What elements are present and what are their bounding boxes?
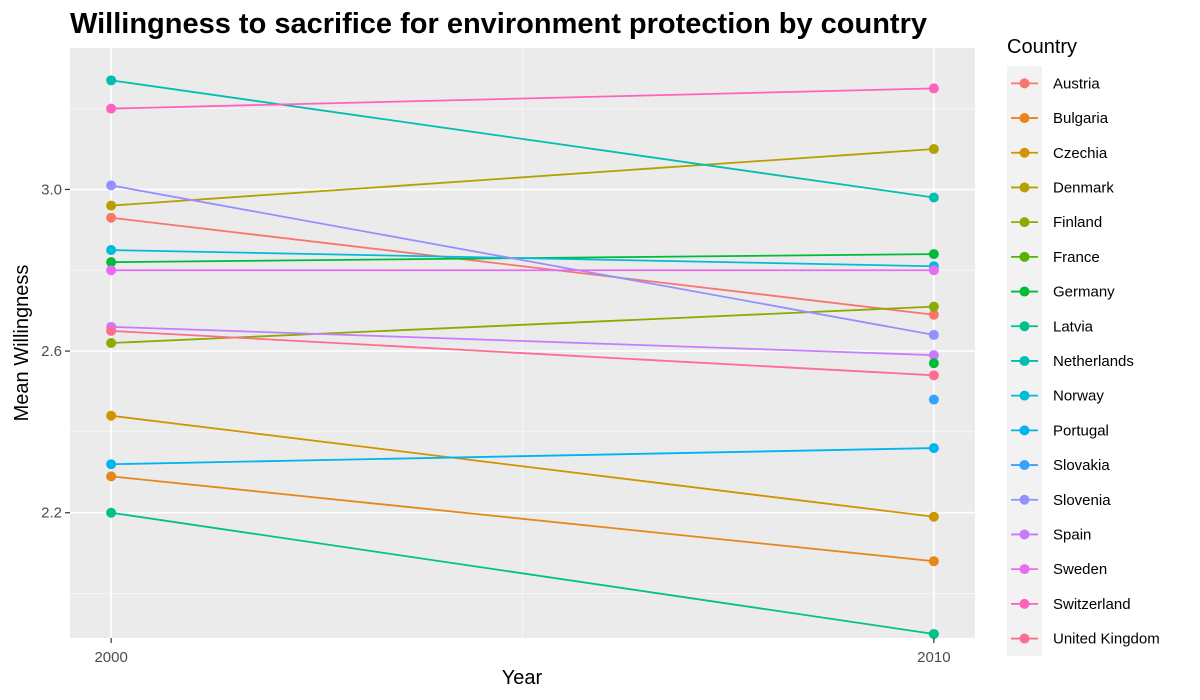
data-point-sweden <box>106 265 117 276</box>
series-line-norway <box>111 249 934 268</box>
data-point-denmark <box>106 200 117 211</box>
legend-title: Country <box>1007 36 1077 58</box>
data-point-slovenia <box>106 180 117 191</box>
legend: Austria Bulgaria Czechia Denmark Finland Fran… <box>1007 66 1160 656</box>
legend-label-latvia: Latvia <box>1053 318 1094 335</box>
legend-key-point-germany <box>1019 286 1030 297</box>
series-line-spain <box>111 325 934 357</box>
data-point-bulgaria <box>928 556 939 567</box>
x-tick-label: 2000 <box>94 649 127 666</box>
series-line-portugal <box>111 447 934 466</box>
data-point-switzerland <box>106 103 117 114</box>
legend-key-point-slovakia <box>1019 460 1030 471</box>
x-tick-label: 2010 <box>917 649 950 666</box>
legend-label-portugal: Portugal <box>1053 422 1109 439</box>
y-tick-label: 3.0 <box>41 181 62 198</box>
legend-key-point-denmark <box>1019 182 1030 193</box>
data-point-norway <box>106 245 117 256</box>
series-line-slovenia <box>110 184 935 336</box>
legend-label-czechia: Czechia <box>1053 145 1108 162</box>
data-point-portugal <box>106 459 117 470</box>
legend-label-switzerland: Switzerland <box>1053 596 1131 613</box>
data-point-denmark <box>928 144 939 155</box>
data-point-finland <box>106 338 117 348</box>
legend-key-point-czechia <box>1019 147 1030 158</box>
series-line-czechia <box>111 414 934 518</box>
data-point-czechia <box>106 410 117 421</box>
legend-key-point-portugal <box>1019 425 1030 436</box>
series-line-switzerland <box>111 87 934 110</box>
x-axis-ticks: 2000 2010 <box>94 638 951 666</box>
legend-label-united-kingdom: United Kingdom <box>1053 631 1160 648</box>
series-line-latvia <box>111 511 934 635</box>
legend-key-point-spain <box>1019 529 1030 540</box>
legend-key-point-sweden <box>1019 564 1030 575</box>
legend-key-point-finland <box>1019 217 1030 228</box>
series-line-finland <box>111 305 934 344</box>
legend-key-point-latvia <box>1019 321 1030 332</box>
legend-key-point-bulgaria <box>1019 113 1030 124</box>
y-axis-title: Mean Willingness <box>11 265 33 422</box>
legend-key-point-netherlands <box>1019 355 1030 366</box>
data-points <box>106 75 939 639</box>
legend-label-slovakia: Slovakia <box>1053 457 1110 474</box>
legend-label-bulgaria: Bulgaria <box>1053 110 1109 127</box>
x-axis-title: Year <box>502 667 543 689</box>
data-point-netherlands <box>928 192 939 203</box>
data-point-latvia <box>106 507 117 518</box>
series-line-netherlands <box>111 79 934 199</box>
legend-label-germany: Germany <box>1053 284 1115 301</box>
data-point-bulgaria <box>106 471 117 482</box>
legend-label-austria: Austria <box>1053 75 1100 92</box>
legend-key-point-united-kingdom <box>1019 633 1030 644</box>
data-point-slovakia <box>928 394 939 405</box>
data-point-germany <box>106 257 117 268</box>
series-line-austria <box>111 216 934 316</box>
legend-key-point-austria <box>1019 78 1030 89</box>
legend-label-denmark: Denmark <box>1053 179 1114 196</box>
data-point-spain <box>928 350 939 361</box>
legend-label-norway: Norway <box>1053 388 1104 405</box>
chart-title: Willingness to sacrifice for environment… <box>70 8 927 40</box>
data-point-austria <box>106 212 117 223</box>
legend-label-spain: Spain <box>1053 526 1091 543</box>
data-point-germany <box>928 358 939 369</box>
legend-label-france: France <box>1053 249 1100 266</box>
legend-key-point-switzerland <box>1019 598 1030 609</box>
series-lines <box>110 79 935 635</box>
data-point-latvia <box>928 628 939 639</box>
data-point-finland <box>928 301 939 312</box>
data-point-austria <box>928 309 939 320</box>
series-line-bulgaria <box>111 475 934 563</box>
series-line-denmark <box>111 148 934 207</box>
legend-label-slovenia: Slovenia <box>1053 492 1111 509</box>
data-point-united-kingdom <box>106 325 117 336</box>
y-tick-label: 2.6 <box>41 343 62 360</box>
data-point-slovenia <box>928 329 939 340</box>
data-point-netherlands <box>106 75 117 86</box>
data-point-czechia <box>928 511 939 522</box>
legend-label-finland: Finland <box>1053 214 1102 231</box>
data-point-portugal <box>928 443 939 454</box>
legend-key-point-france <box>1019 251 1030 262</box>
series-line-united-kingdom <box>111 329 934 377</box>
data-point-germany <box>928 249 939 260</box>
y-axis-ticks: 2.2 2.6 3.0 <box>41 181 70 522</box>
legend-label-sweden: Sweden <box>1053 561 1107 578</box>
y-tick-label: 2.2 <box>41 505 62 522</box>
data-point-sweden <box>928 265 939 276</box>
data-point-united-kingdom <box>928 370 939 381</box>
data-point-switzerland <box>928 83 939 94</box>
legend-key-point-slovenia <box>1019 494 1030 505</box>
legend-key-point-norway <box>1019 390 1030 401</box>
legend-label-netherlands: Netherlands <box>1053 353 1134 370</box>
